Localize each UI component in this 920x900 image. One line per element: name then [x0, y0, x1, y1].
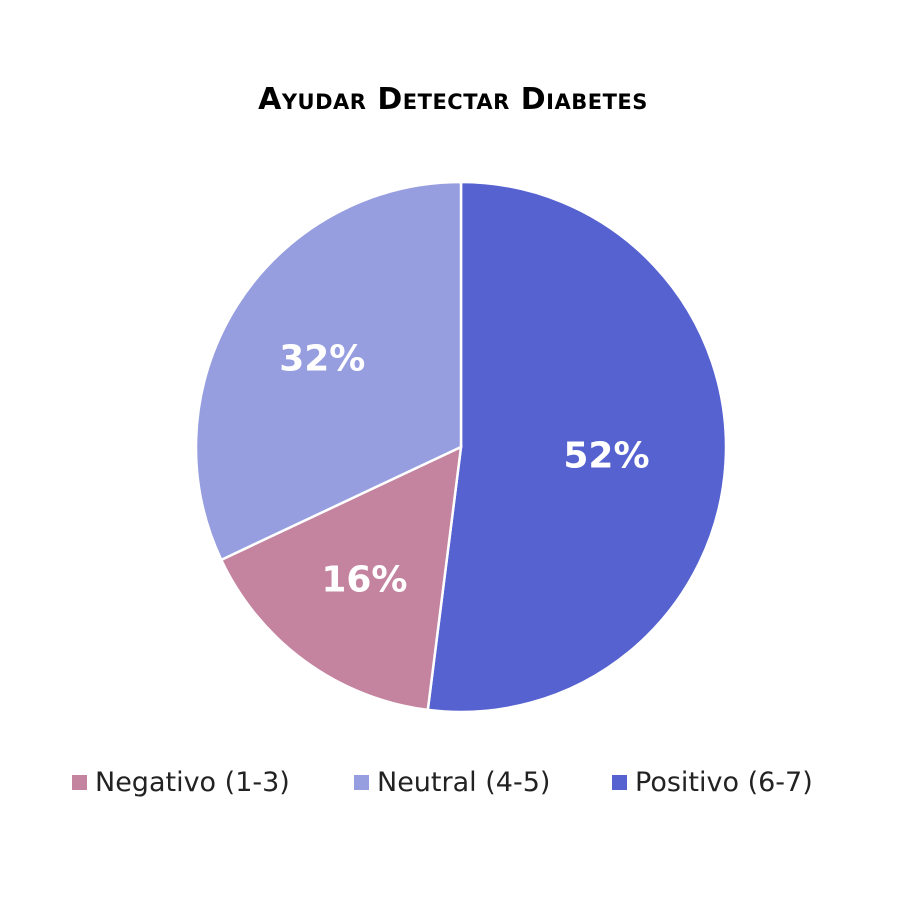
- legend-item-negativo: Negativo (1-3): [72, 760, 290, 804]
- slice-label-positivo: 52%: [563, 436, 649, 477]
- legend-swatch-neutral: [354, 774, 369, 790]
- legend-label-negativo: Negativo (1-3): [95, 766, 290, 798]
- legend-label-positivo: Positivo (6-7): [635, 766, 813, 798]
- pie-slice-neutral: [194, 180, 463, 562]
- slice-label-neutral: 32%: [279, 338, 365, 379]
- legend-item-neutral: Neutral (4-5): [354, 760, 550, 804]
- slice-label-negativo: 16%: [321, 559, 407, 600]
- pie-slice-labels: 52% 16% 32%: [279, 338, 649, 600]
- legend-label-neutral: Neutral (4-5): [377, 766, 551, 798]
- pie-slice-negativo: [219, 444, 463, 712]
- legend-swatch-positivo: [612, 774, 627, 790]
- pie-slices: [194, 180, 728, 714]
- legend-item-positivo: Positivo (6-7): [612, 760, 813, 804]
- chart-title: Ayudar Detectar Diabetes: [258, 82, 648, 117]
- chart-legend: Negativo (1-3) Neutral (4-5) Positivo (6…: [0, 760, 920, 804]
- legend-swatch-negativo: [72, 774, 87, 790]
- pie-slice-positivo: [426, 180, 728, 714]
